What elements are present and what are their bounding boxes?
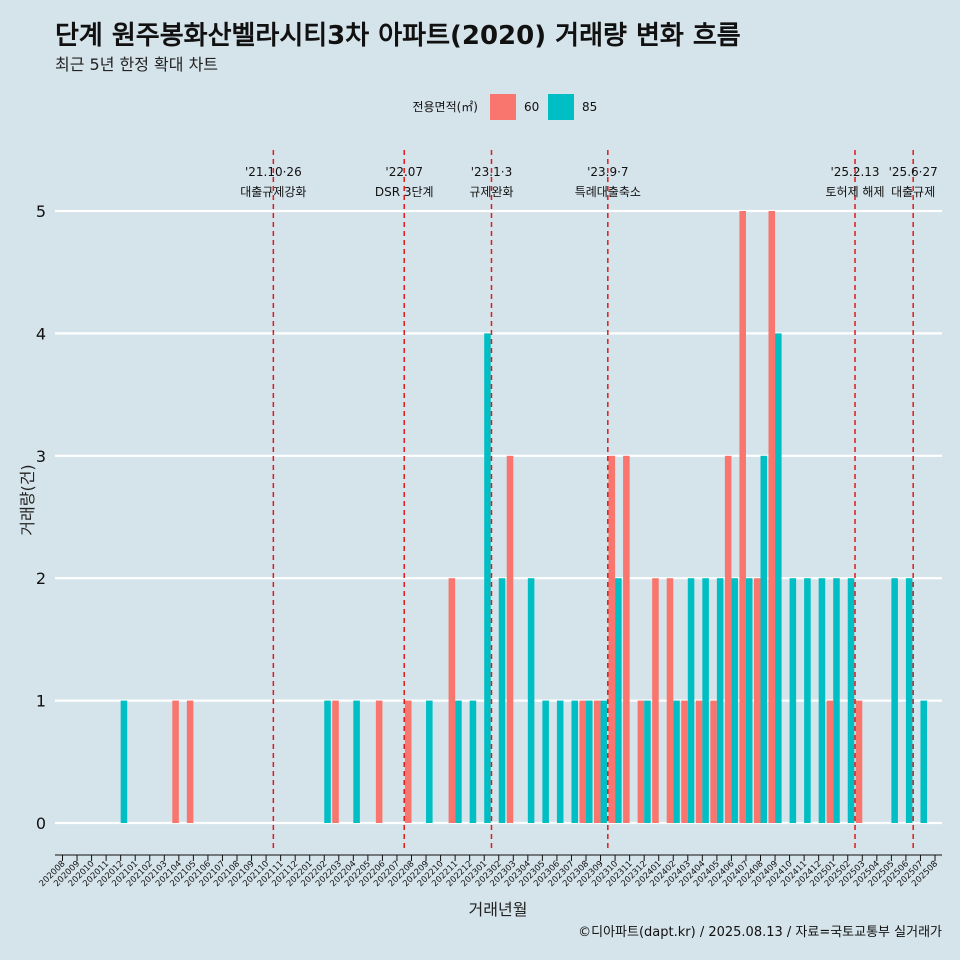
x-axis: 2020082020092020102020112020122021012021… — [38, 854, 942, 889]
bar-85-202302 — [498, 578, 506, 823]
bar-60-202211 — [448, 578, 456, 823]
bar-60-202303 — [506, 455, 514, 823]
bar-60-202404 — [695, 700, 703, 823]
event-date-1: '22.07 — [385, 165, 423, 179]
legend-title: 전용면적(㎡) — [412, 100, 478, 114]
legend-swatch-60 — [490, 94, 516, 120]
bar-85-202403 — [687, 578, 695, 823]
bar-85-202407 — [745, 578, 753, 823]
bar-85-202309 — [600, 700, 608, 823]
legend-label-85: 85 — [582, 100, 597, 114]
legend-label-60: 60 — [524, 100, 539, 114]
bar-85-202312 — [644, 700, 651, 823]
bar-85-202501 — [833, 578, 840, 823]
event-label-0: 대출규제강화 — [240, 185, 306, 199]
bar-60-202409 — [768, 211, 776, 823]
y-axis-title: 거래량(건) — [18, 464, 37, 535]
legend: 전용면적(㎡) 60 85 — [412, 94, 597, 120]
bar-85-202412 — [818, 578, 826, 823]
bar-85-202310 — [615, 578, 622, 823]
bar-60-202501 — [826, 700, 834, 823]
y-tick-label-5: 5 — [36, 202, 46, 221]
bar-60-202308 — [579, 700, 586, 823]
y-tick-label-3: 3 — [36, 447, 46, 466]
bar-60-202401 — [652, 578, 659, 823]
bar-85-202305 — [542, 700, 549, 823]
y-tick-label-0: 0 — [36, 814, 46, 833]
y-tick-label-2: 2 — [36, 569, 46, 588]
event-label-1: DSR 3단계 — [375, 185, 434, 199]
caption: ©디아파트(dapt.kr) / 2025.08.13 / 자료=국토교통부 실… — [578, 925, 942, 940]
bar-85-202402 — [673, 700, 680, 823]
bar-85-202202 — [324, 700, 331, 823]
bar-60-202403 — [681, 700, 688, 823]
bar-60-202310 — [608, 455, 616, 823]
event-date-3: '23.9·7 — [587, 165, 628, 179]
bar-60-202105 — [186, 700, 194, 823]
bar-85-202301 — [484, 333, 491, 823]
bar-85-202404 — [702, 578, 709, 823]
bar-85-202012 — [120, 700, 128, 823]
bar-60-202408 — [753, 578, 761, 823]
bar-85-202507 — [920, 700, 928, 823]
bar-60-202311 — [623, 455, 630, 823]
y-tick-label-1: 1 — [36, 692, 46, 711]
event-date-2: '23.1·3 — [471, 165, 512, 179]
bar-85-202307 — [571, 700, 579, 823]
bar-60-202503 — [855, 700, 863, 823]
bar-85-202411 — [804, 578, 811, 823]
bar-60-202104 — [172, 700, 179, 823]
bars — [120, 211, 928, 823]
bar-85-202409 — [775, 333, 782, 823]
chart-subtitle: 최근 5년 한정 확대 차트 — [55, 55, 218, 74]
event-label-2: 규제완화 — [469, 185, 513, 199]
bar-85-202505 — [891, 578, 898, 823]
bar-85-202204 — [353, 700, 360, 823]
bar-60-202208 — [404, 700, 412, 823]
bar-85-202306 — [556, 700, 564, 823]
bar-60-202402 — [666, 578, 674, 823]
bar-60-202406 — [724, 455, 732, 823]
bar-85-202209 — [426, 700, 433, 823]
bar-85-202406 — [731, 578, 738, 823]
bar-85-202304 — [527, 578, 535, 823]
event-label-4: 토허제 해제 — [826, 185, 885, 199]
bar-85-202308 — [586, 700, 593, 823]
bar-60-202206 — [375, 700, 383, 823]
event-date-0: '21.10·26 — [245, 165, 302, 179]
x-axis-title: 거래년월 — [469, 900, 528, 919]
bar-85-202212 — [469, 700, 477, 823]
bar-85-202405 — [716, 578, 724, 823]
bar-85-202408 — [760, 455, 768, 823]
bar-85-202410 — [789, 578, 797, 823]
bar-60-202312 — [637, 700, 645, 823]
bar-85-202506 — [905, 578, 913, 823]
y-tick-label-4: 4 — [36, 324, 46, 343]
bar-60-202203 — [332, 700, 339, 823]
bar-60-202309 — [593, 700, 601, 823]
chart-title: 단계 원주봉화산벨라시티3차 아파트(2020) 거래량 변화 흐름 — [55, 21, 741, 51]
event-label-5: 대출규제 — [891, 185, 935, 199]
bar-85-202211 — [455, 700, 462, 823]
event-date-4: '25.2.13 — [830, 165, 879, 179]
legend-swatch-85 — [548, 94, 574, 120]
bar-85-202502 — [847, 578, 855, 823]
event-date-5: '25.6·27 — [889, 165, 938, 179]
y-axis: 0 1 2 3 4 5 — [36, 202, 46, 833]
event-lines: '21.10·26 대출규제강화 '22.07 DSR 3단계 '23.1·3 규제완화 '… — [240, 150, 938, 848]
bar-60-202405 — [710, 700, 717, 823]
bar-60-202407 — [739, 211, 746, 823]
event-label-3: 특례대출축소 — [575, 185, 641, 199]
